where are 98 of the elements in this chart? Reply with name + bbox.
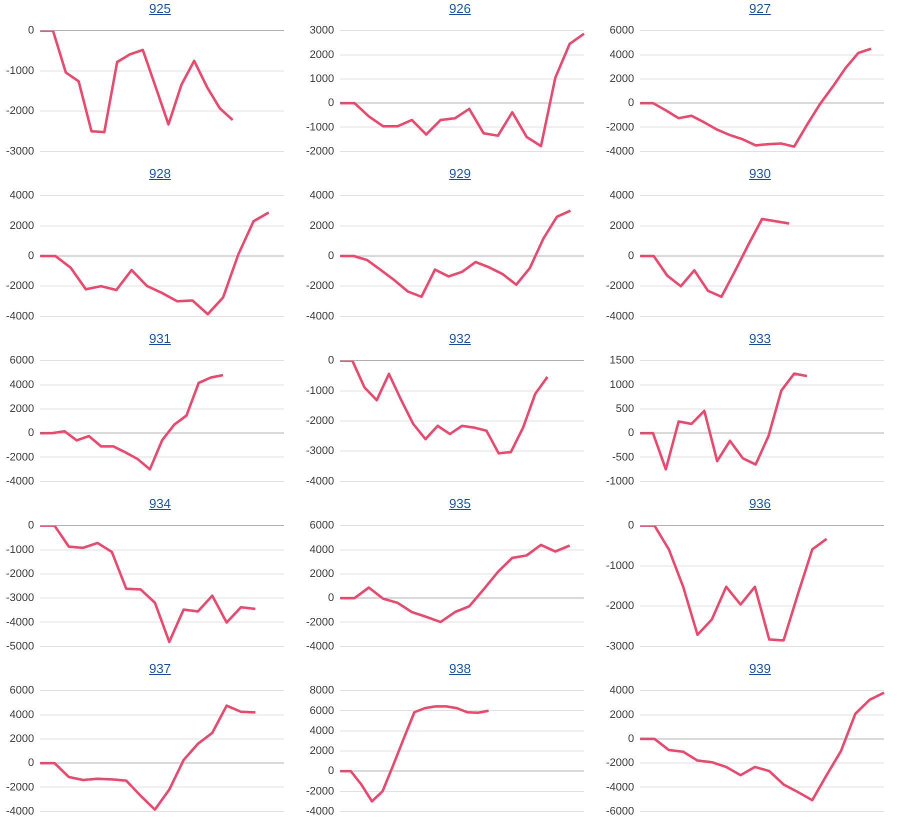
- y-tick-label: 4000: [610, 190, 634, 202]
- chart-title: 936: [748, 495, 772, 513]
- y-tick-label: 0: [28, 757, 34, 770]
- chart-title: 925: [148, 0, 172, 18]
- y-tick-label: -4000: [306, 805, 334, 818]
- y-tick-label: -2000: [306, 415, 334, 428]
- y-tick-label: -2000: [306, 280, 334, 292]
- y-tick-label: 2000: [310, 48, 334, 61]
- y-tick-label: 6000: [10, 354, 34, 367]
- y-tick-label: 3000: [310, 24, 334, 37]
- chart-title: 935: [448, 495, 472, 513]
- y-tick-label: -1000: [606, 475, 634, 488]
- y-tick-label: 0: [28, 427, 34, 440]
- y-tick-label: 6000: [310, 520, 334, 532]
- chart-title: 930: [748, 165, 772, 183]
- y-tick-label: 0: [628, 427, 634, 440]
- y-tick-label: 0: [28, 24, 34, 37]
- y-tick-label: -500: [612, 451, 634, 464]
- y-tick-label: -2000: [606, 600, 634, 612]
- y-tick-label: -2000: [606, 121, 634, 134]
- y-tick-label: 6000: [10, 684, 34, 697]
- y-tick-label: 4000: [610, 684, 634, 697]
- y-tick-label: -3000: [6, 592, 34, 604]
- y-tick-label: 0: [328, 354, 334, 367]
- y-tick-label: -4000: [606, 145, 634, 158]
- y-tick-label: -2000: [306, 785, 334, 798]
- y-tick-label: -1000: [306, 121, 334, 134]
- y-tick-label: 0: [328, 592, 334, 604]
- y-tick-label: -2000: [6, 451, 34, 464]
- y-tick-label: -4000: [306, 310, 334, 322]
- chart-title: 926: [448, 0, 472, 18]
- y-tick-label: 2000: [310, 745, 334, 758]
- y-tick-label: -2000: [606, 757, 634, 770]
- y-tick-label: -4000: [6, 475, 34, 488]
- chart-title: 927: [748, 0, 772, 18]
- y-tick-label: 4000: [310, 544, 334, 556]
- y-tick-label: -4000: [606, 310, 634, 322]
- y-tick-label: 0: [628, 520, 634, 532]
- y-tick-label: -1000: [606, 560, 634, 572]
- y-tick-label: 2000: [10, 732, 34, 745]
- y-tick-label: 4000: [310, 724, 334, 737]
- chart-title: 938: [448, 660, 472, 678]
- y-tick-label: -4000: [306, 475, 334, 488]
- y-tick-label: 0: [628, 250, 634, 262]
- y-tick-label: 4000: [10, 190, 34, 202]
- y-tick-label: -4000: [306, 640, 334, 652]
- y-tick-label: 0: [28, 250, 34, 262]
- y-tick-label: -2000: [6, 781, 34, 794]
- y-tick-label: 2000: [10, 402, 34, 415]
- chart-title: 928: [148, 165, 172, 183]
- y-tick-label: -3000: [306, 445, 334, 458]
- y-tick-label: 2000: [310, 220, 334, 232]
- y-tick-label: 8000: [310, 684, 334, 697]
- y-tick-label: -3000: [6, 145, 34, 158]
- y-tick-label: 0: [328, 765, 334, 778]
- y-tick-label: -2000: [306, 616, 334, 628]
- y-tick-label: 0: [628, 97, 634, 110]
- y-tick-label: -5000: [6, 640, 34, 652]
- y-tick-label: 500: [616, 402, 634, 415]
- y-tick-label: -2000: [606, 280, 634, 292]
- y-tick-label: -3000: [606, 640, 634, 652]
- chart-title: 934: [148, 495, 172, 513]
- y-tick-label: -4000: [606, 781, 634, 794]
- y-tick-label: -1000: [6, 544, 34, 556]
- y-tick-label: 4000: [10, 378, 34, 391]
- y-tick-label: 4000: [310, 190, 334, 202]
- y-tick-label: 0: [628, 732, 634, 745]
- y-tick-label: 6000: [310, 704, 334, 717]
- y-tick-label: 1000: [610, 378, 634, 391]
- chart-title: 933: [748, 330, 772, 348]
- y-tick-label: -1000: [306, 384, 334, 397]
- y-tick-label: 2000: [610, 708, 634, 721]
- chart-title: 937: [148, 660, 172, 678]
- y-tick-label: 1500: [610, 354, 634, 367]
- y-tick-label: -4000: [6, 805, 34, 818]
- y-tick-label: 0: [328, 97, 334, 110]
- y-tick-label: 4000: [610, 48, 634, 61]
- y-tick-label: 2000: [10, 220, 34, 232]
- y-tick-label: -4000: [6, 310, 34, 322]
- y-tick-label: -2000: [306, 145, 334, 158]
- y-tick-label: -6000: [606, 805, 634, 818]
- y-tick-label: -1000: [6, 64, 34, 77]
- chart-title: 939: [748, 660, 772, 678]
- chart-title: 931: [148, 330, 172, 348]
- y-tick-label: -4000: [6, 616, 34, 628]
- y-tick-label: 1000: [310, 72, 334, 85]
- chart-title: 932: [448, 330, 472, 348]
- y-tick-label: -2000: [6, 105, 34, 118]
- y-tick-label: 2000: [610, 72, 634, 85]
- y-tick-label: 0: [328, 250, 334, 262]
- chart-title: 929: [448, 165, 472, 183]
- y-tick-label: 6000: [610, 24, 634, 37]
- y-tick-label: 4000: [10, 708, 34, 721]
- y-tick-label: -2000: [6, 280, 34, 292]
- y-tick-label: 2000: [610, 220, 634, 232]
- y-tick-label: 0: [28, 520, 34, 532]
- y-tick-label: 2000: [310, 568, 334, 580]
- y-tick-label: -2000: [6, 568, 34, 580]
